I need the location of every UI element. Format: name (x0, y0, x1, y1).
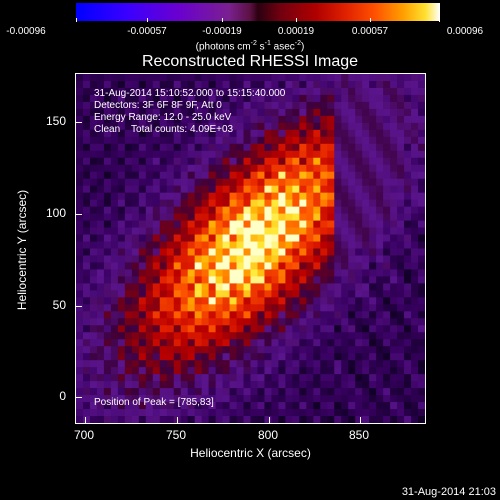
x-tickmark (269, 417, 270, 423)
y-axis-label: Heliocentric Y (arcsec) (15, 189, 29, 311)
y-tickmark (76, 214, 82, 215)
y-tick-100: 100 (45, 206, 66, 220)
y-tickmark (76, 122, 82, 123)
colorbar-tickmark-4 (370, 18, 371, 22)
colorbar-tickmark-0 (76, 18, 77, 22)
colorbar-tick-2: -0.00019 (202, 26, 242, 37)
render-timestamp: 31-Aug-2014 21:03 (401, 486, 496, 498)
solar-image-plot: 31-Aug-2014 15:10:52.000 to 15:15:40.000… (75, 73, 426, 424)
colorbar-tick-1: -0.00057 (127, 26, 167, 37)
x-tick-750: 750 (165, 428, 187, 442)
xray-intensity-map (76, 74, 425, 423)
peak-position-label: Position of Peak = [785,83] (94, 397, 214, 408)
info-total-counts: Clean Total counts: 4.09E+03 (94, 124, 234, 135)
info-time-range: 31-Aug-2014 15:10:52.000 to 15:15:40.000 (94, 88, 286, 99)
x-tick-800: 800 (257, 428, 279, 442)
colorbar-tick-4: 0.00057 (351, 26, 389, 37)
colorbar-tickmark-1 (147, 18, 148, 22)
colorbar-tickmark-3 (296, 18, 297, 22)
x-tick-850: 850 (348, 428, 370, 442)
y-tick-150: 150 (45, 114, 66, 128)
x-tick-700: 700 (73, 428, 95, 442)
y-tickmark (76, 397, 82, 398)
x-tickmark (360, 417, 361, 423)
info-energy-range: Energy Range: 12.0 - 25.0 keV (94, 112, 232, 123)
image-title: Reconstructed RHESSI Image (141, 53, 359, 70)
y-tick-0: 0 (59, 389, 66, 403)
colorbar (76, 3, 440, 21)
colorbar-unit-label: (photons cm-2 s-1 asec-2) (195, 40, 305, 53)
y-tick-50: 50 (52, 298, 66, 312)
colorbar-tickmark-5 (439, 18, 440, 22)
colorbar-tick-3: 0.00019 (277, 26, 315, 37)
x-tickmark (177, 417, 178, 423)
y-tickmark (76, 306, 82, 307)
info-detectors: Detectors: 3F 6F 8F 9F, Att 0 (94, 100, 222, 111)
colorbar-tick-0: -0.00096 (6, 26, 46, 37)
x-tickmark (85, 417, 86, 423)
colorbar-tick-5: 0.00096 (446, 26, 484, 37)
colorbar-tickmark-2 (222, 18, 223, 22)
x-axis-label: Heliocentric X (arcsec) (190, 446, 311, 460)
